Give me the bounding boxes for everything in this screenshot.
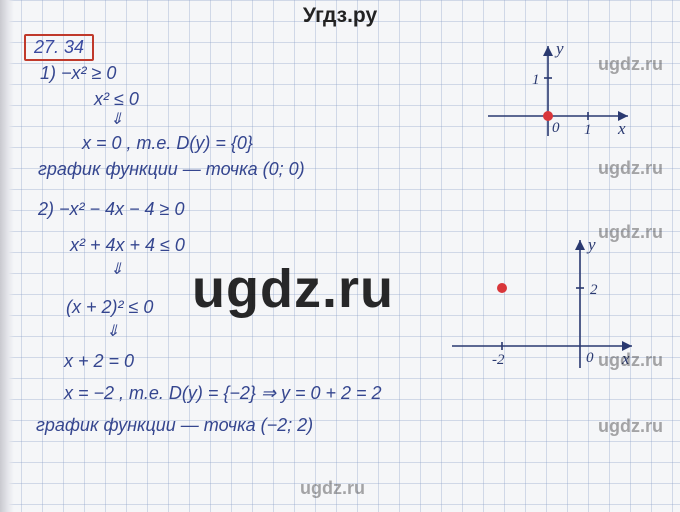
watermark-2: ugdz.ru: [598, 158, 663, 179]
line-13: график функции — точка (−2; 2): [36, 414, 313, 437]
line-10-arrow: ⇓: [106, 322, 119, 342]
g1-y-label: y: [554, 39, 564, 58]
site-name: Угдз.ру: [303, 4, 377, 27]
line-5: график функции — точка (0; 0): [38, 158, 305, 181]
watermark-large-text: ugdz.ru: [192, 259, 394, 319]
g2-origin-label: 0: [586, 350, 594, 366]
line-3-arrow: ⇓: [110, 110, 123, 130]
line-11: x + 2 = 0: [64, 350, 134, 373]
wm-text-4: ugdz.ru: [598, 350, 663, 370]
g1-origin-label: 0: [552, 120, 560, 136]
watermark-6: ugdz.ru: [300, 478, 365, 499]
line-6: 2) −x² − 4x − 4 ≥ 0: [38, 198, 184, 221]
notebook-edge: [0, 0, 14, 512]
line-7: x² + 4x + 4 ≤ 0: [70, 234, 185, 257]
watermark-1: ugdz.ru: [598, 54, 663, 75]
line-9: (x + 2)² ≤ 0: [66, 296, 153, 319]
g1-y-arrow-icon: [543, 46, 553, 56]
g1-x-label: x: [617, 119, 626, 138]
line-4: x = 0 , т.е. D(y) = {0}: [82, 132, 253, 155]
g2-point: [497, 283, 507, 293]
watermark-5: ugdz.ru: [598, 416, 663, 437]
wm-text-3: ugdz.ru: [598, 222, 663, 242]
g2-y-arrow-icon: [575, 240, 585, 250]
wm-text-5: ugdz.ru: [598, 416, 663, 436]
line-1: 1) −x² ≥ 0: [40, 62, 116, 85]
g2-tick-y2-label: 2: [590, 282, 598, 298]
problem-number: 27. 34: [34, 37, 84, 57]
line-2: x² ≤ 0: [94, 88, 139, 111]
watermark-3: ugdz.ru: [598, 222, 663, 243]
page-header: Угдз.ру: [0, 4, 680, 28]
line-12: x = −2 , т.е. D(y) = {−2} ⇒ y = 0 + 2 = …: [64, 382, 382, 405]
line-8-arrow: ⇓: [110, 260, 123, 280]
g2-y-label: y: [586, 235, 596, 254]
wm-text-2: ugdz.ru: [598, 158, 663, 178]
watermark-large: ugdz.ru: [192, 258, 394, 320]
g1-point: [543, 111, 553, 121]
watermark-4: ugdz.ru: [598, 350, 663, 371]
wm-text-6: ugdz.ru: [300, 478, 365, 498]
g1-tick-x1-label: 1: [584, 122, 592, 138]
g2-tick-xm2-label: -2: [492, 352, 505, 368]
problem-number-box: 27. 34: [24, 34, 94, 61]
g1-tick-y1-label: 1: [532, 72, 540, 88]
wm-text-1: ugdz.ru: [598, 54, 663, 74]
